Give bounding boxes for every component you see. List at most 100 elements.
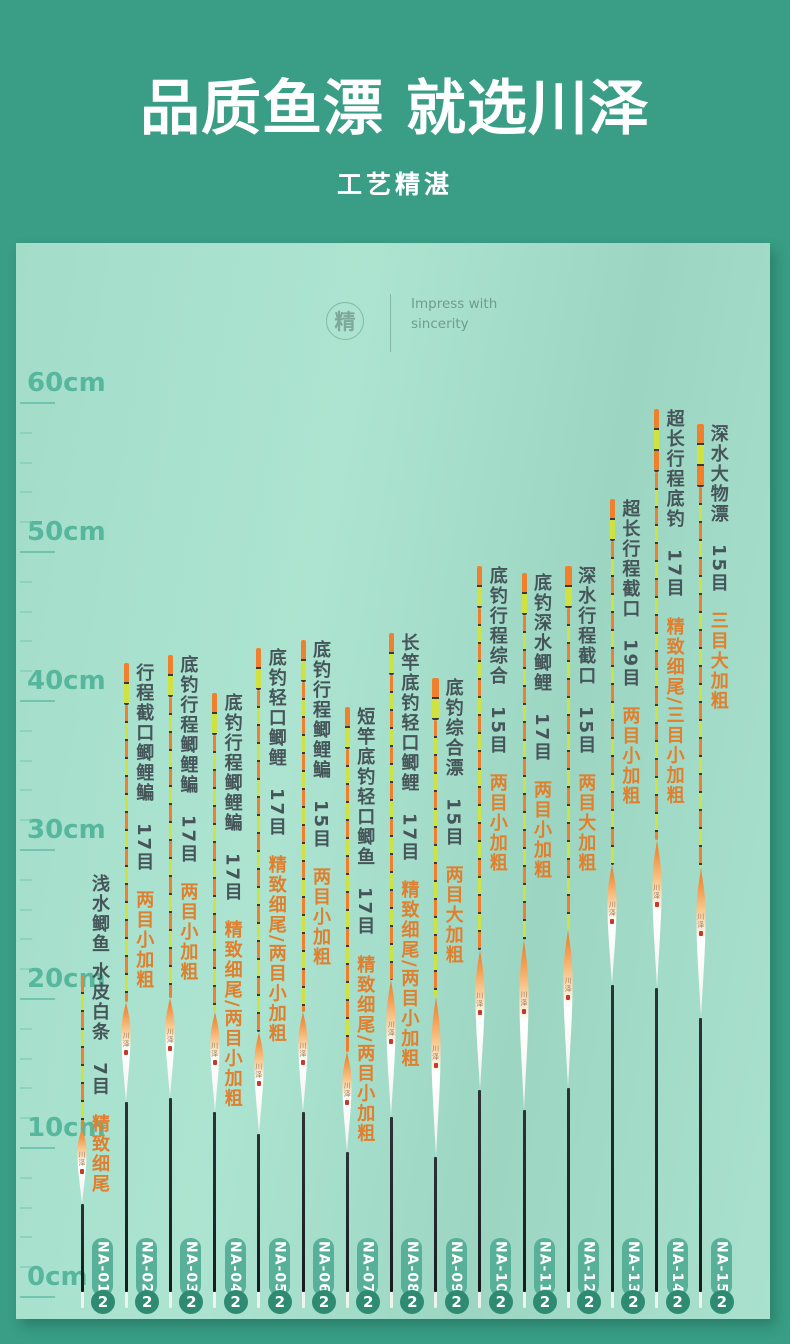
brand-seal-icon: 精 [326,302,364,340]
ruler-tick-major [20,700,55,702]
float-antenna [301,682,305,1012]
float-stem-tip [434,1292,438,1308]
brand-seal-dot [477,1010,482,1015]
float-body [430,997,441,1157]
float-stem-tip [699,1292,703,1308]
float-stem-tip [80,1292,84,1308]
float-stem [655,988,659,1292]
float-feature: 精致细尾 [89,1114,110,1195]
model-badge: NA-03 [180,1238,202,1296]
float-body [386,980,396,1117]
float-feature: 三目大加粗 [707,611,729,712]
float-antenna [168,697,172,998]
float-body [77,1128,87,1204]
float-feature: 精致细尾/三目小加粗 [663,616,685,806]
brand-seal-dot [80,1168,84,1174]
float-antenna-bold-tip [697,424,705,488]
float-stem-tip [124,1292,128,1308]
ruler-tick-minor [20,789,32,792]
float-antenna [124,704,128,1002]
float-antenna-bold-tip [609,498,615,541]
float-antenna [699,487,703,868]
qty-badge: 2 [533,1290,557,1314]
float-name: 底钓行程鲫鲤鳊 17目 [177,655,199,865]
brand-mark: 川泽 [299,1042,307,1058]
float-stem [124,1102,128,1292]
brand-seal-dot [212,1060,217,1065]
qty-badge: 2 [400,1290,425,1314]
float-stem [566,1088,570,1292]
float-label: 浅水鲫鱼 水皮白条 7目精致细尾 [89,874,110,1195]
brand-mark: 川泽 [78,1150,86,1167]
float-stem-tip [257,1292,261,1308]
qty-badge: 2 [179,1290,204,1314]
float-stem [80,1204,84,1292]
brand-mark: 川泽 [475,992,484,1008]
float-antenna-bold-tip [300,640,306,683]
brand-seal-dot [610,919,615,924]
brand-mark: 川泽 [520,991,528,1007]
float-label: 底钓行程鲫鲤鳊 17目两目小加粗 [177,655,199,982]
model-badge: NA-04 [224,1238,246,1296]
float-feature: 精致细尾/两目小加粗 [221,919,243,1109]
float-name: 行程截口鲫鲤鳊 17目 [133,662,155,872]
model-badge: NA-10 [489,1238,511,1296]
float-antenna-bold-tip [521,573,527,616]
float-name: 超长行程截口 19目 [619,498,641,688]
float-stem [610,985,614,1292]
float-feature: 两目小加粗 [486,772,508,873]
page-subtitle: 工艺精湛 [336,170,453,199]
ruler-tick-minor [20,1117,32,1120]
float-feature: 精致细尾/两目小加粗 [398,880,420,1069]
ruler-tick-minor [20,729,32,732]
ruler-label: 0cm [27,1262,88,1292]
float-antenna-bold-tip [167,655,173,698]
ruler-tick-minor [20,968,32,971]
chart-panel [16,243,770,1319]
brand-seal-dot [389,1039,394,1045]
brand-seal-dot [566,995,571,1001]
float-antenna [80,975,84,1128]
float-stem-tip [389,1292,393,1308]
float-stem-tip [168,1292,172,1308]
brand-mark: 川泽 [652,884,661,901]
ruler-tick-minor [20,1176,32,1179]
brand-mark: 川泽 [431,1045,440,1061]
float-label: 超长行程截口 19目两目小加粗 [619,498,641,806]
model-badge: NA-15 [710,1238,732,1296]
model-badge: NA-01 [92,1238,113,1296]
brand-mark: 川泽 [608,901,617,917]
float-antenna [610,540,614,865]
float-label: 深水行程截口 15目两目大加粗 [575,566,596,873]
float-name: 底钓行程鲫鲤鳊 15目 [310,640,331,850]
float-label: 底钓综合漂 15目两目大加粗 [443,678,464,965]
float-body [519,940,529,1110]
float-stem [301,1112,305,1292]
float-name: 底钓行程综合 15目 [486,565,508,755]
ruler-tick-major [20,402,55,404]
ruler-tick-minor [20,878,32,881]
ruler-tick-major [20,849,55,851]
ruler-tick-minor [20,819,32,822]
ruler-tick-minor [20,461,32,464]
brand-seal-dot [698,931,703,936]
float-name: 底钓深水鲫鲤 17目 [531,573,552,763]
float-body [607,865,617,985]
float-name: 底钓行程鲫鲤鳊 17目 [221,692,243,902]
qty-badge: 2 [223,1290,248,1314]
watermark-divider [390,294,391,352]
ruler-label: 30cm [27,815,106,845]
float-label: 长竿底钓轻口鲫鲤 17目精致细尾/两目小加粗 [398,633,420,1069]
model-badge: NA-05 [268,1238,290,1296]
float-stem [168,1098,172,1292]
float-body [696,868,706,1018]
brand-mark: 川泽 [387,1021,396,1038]
ruler-tick-minor [20,640,32,643]
ruler-tick-major [20,1296,55,1298]
float-stem [699,1018,703,1292]
qty-badge: 2 [356,1290,381,1314]
float-antenna [434,719,438,997]
ruler-tick-minor [20,1027,32,1030]
float-antenna [478,607,482,950]
